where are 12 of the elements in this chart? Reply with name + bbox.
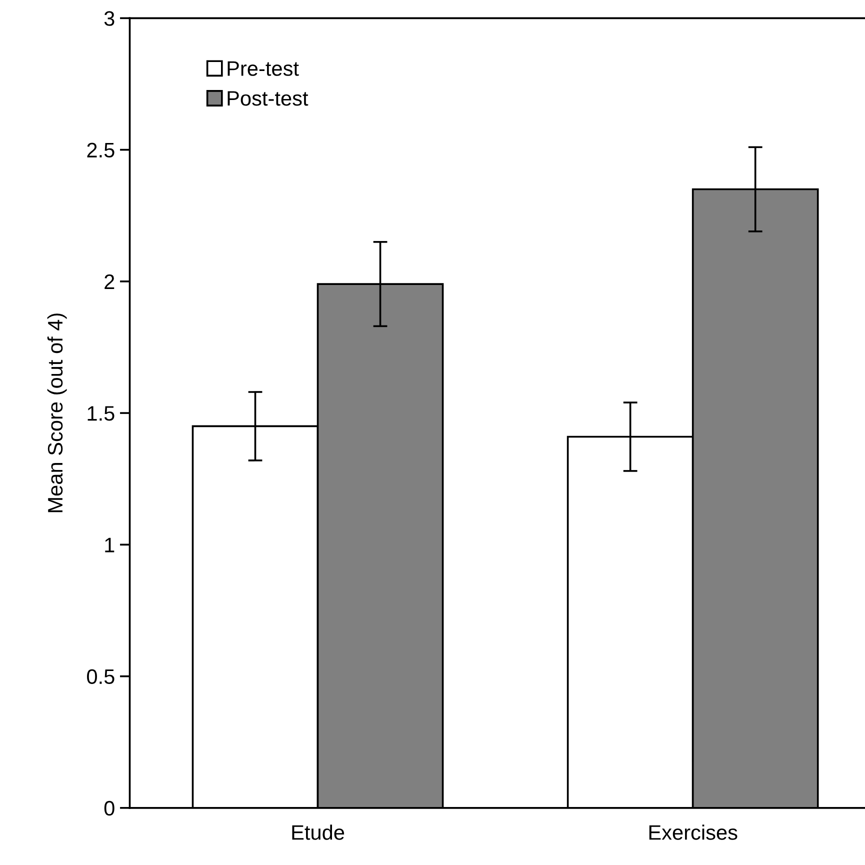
y-tick-label: 3: [104, 11, 114, 26]
legend-label: Pre-test: [228, 61, 299, 76]
x-tick-label: Exercises: [649, 824, 738, 840]
y-tick-label: 2: [104, 274, 114, 289]
y-tick-label: 2.5: [87, 142, 114, 158]
x-tick-label: Etude: [292, 824, 344, 840]
y-tick-label: 0.5: [87, 669, 114, 684]
legend-label: Post-test: [228, 91, 308, 106]
y-tick-label: 0: [104, 800, 114, 816]
y-axis-title: Mean Score (out of 4): [47, 314, 67, 512]
y-tick-label: 1: [105, 538, 114, 552]
y-tick-label: 1.5: [88, 406, 114, 421]
